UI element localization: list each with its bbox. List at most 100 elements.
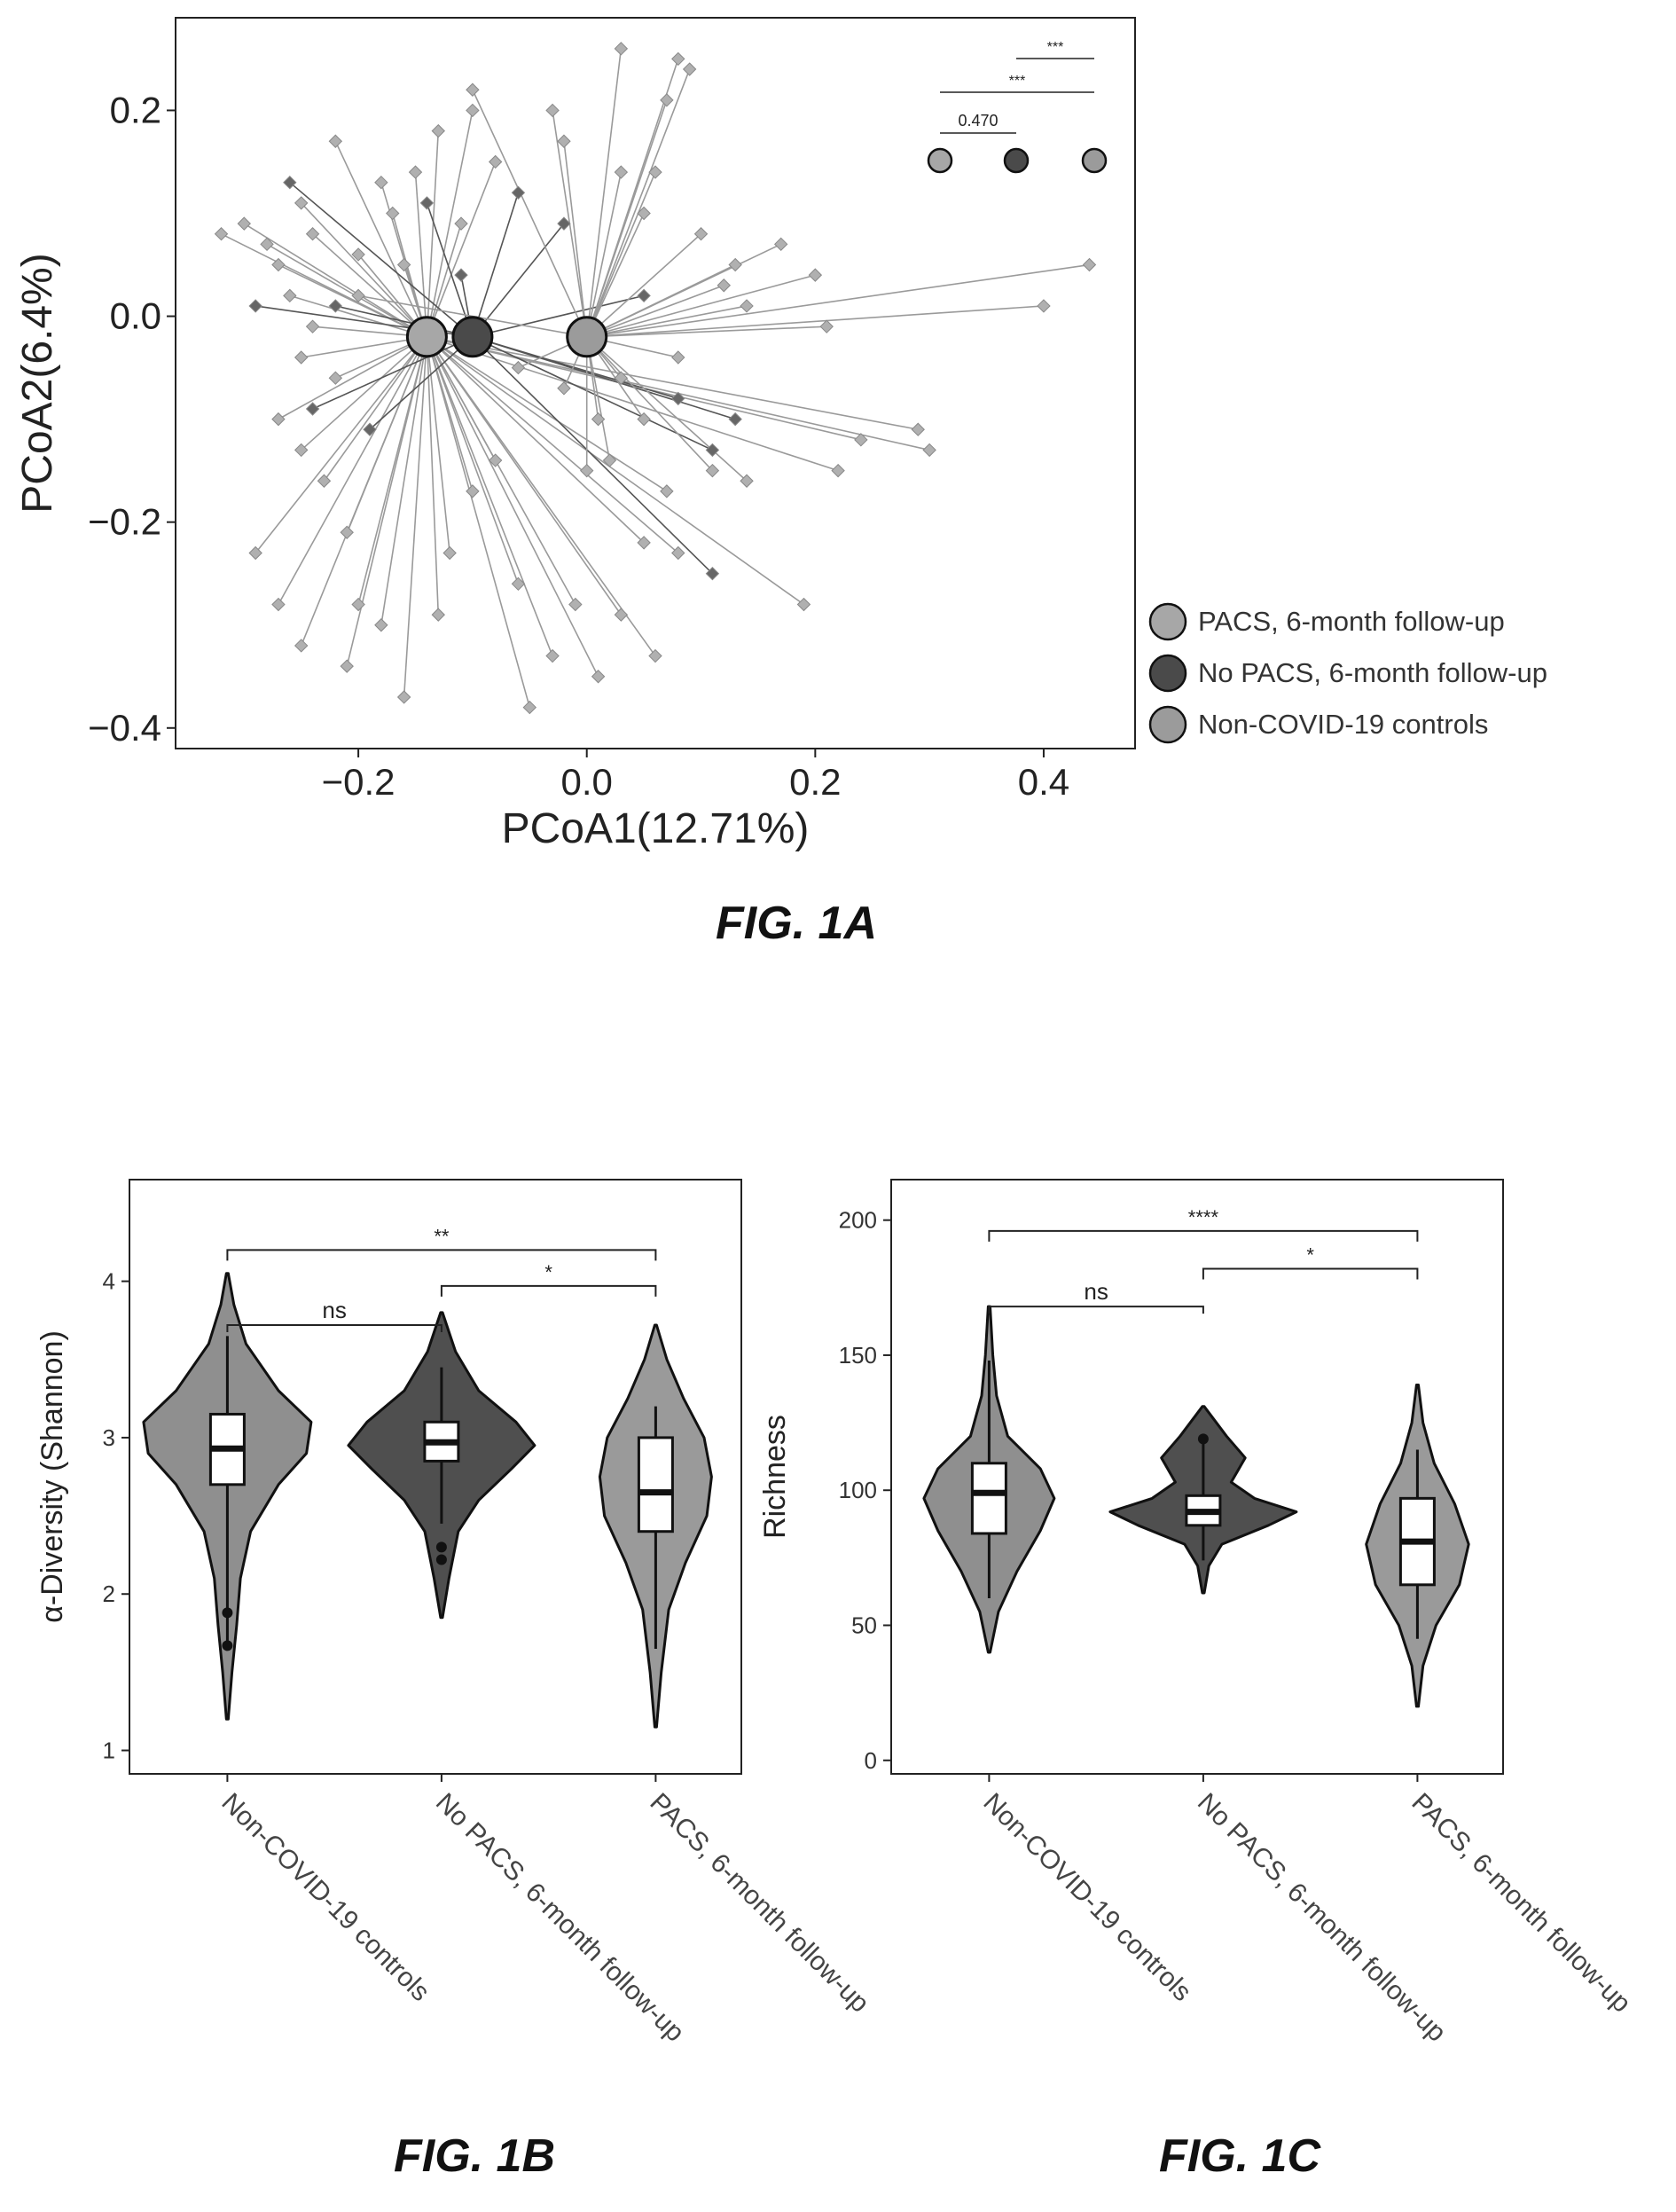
fig1c-comparison-label-1: * bbox=[1306, 1244, 1314, 1267]
fig1b-outlier-1-1 bbox=[435, 1554, 447, 1565]
fig1a-legend-swatch-1 bbox=[1148, 654, 1187, 693]
fig1a-sig-label-0: 0.470 bbox=[958, 112, 998, 129]
fig1a-point-0-35 bbox=[796, 597, 811, 612]
fig1a-point-0-38 bbox=[911, 422, 925, 436]
fig1c-xtick-label-2: PACS, 6-month follow-up bbox=[1406, 1788, 1636, 2019]
fig1b-caption: FIG. 1B bbox=[394, 2130, 555, 2182]
fig1a-point-0-27 bbox=[545, 648, 560, 663]
fig1a-segment-0-14 bbox=[255, 336, 428, 553]
fig1a-inset-dot-2 bbox=[1081, 147, 1108, 174]
fig1a-point-2-11 bbox=[728, 257, 742, 272]
fig1a-segment-1-8 bbox=[472, 336, 713, 451]
fig1a-point-2-23 bbox=[557, 381, 571, 396]
fig1a-ytick-label-3: 0.2 bbox=[110, 89, 161, 130]
fig1b-comparison-bracket-2 bbox=[226, 1249, 657, 1261]
fig1a-point-0-5 bbox=[305, 227, 320, 241]
fig1a-legend-swatch-0 bbox=[1148, 602, 1187, 641]
fig1a-point-0-47 bbox=[396, 257, 411, 272]
fig1a-segment-0-26 bbox=[426, 336, 531, 708]
fig1b-comparison-label-1: * bbox=[544, 1261, 552, 1283]
fig1a-segment-0-12 bbox=[323, 336, 428, 482]
fig1a-point-0-36 bbox=[831, 463, 845, 478]
fig1a-segment-1-13 bbox=[472, 223, 565, 338]
fig1a-segment-0-20 bbox=[403, 336, 428, 698]
fig1a-segment-2-8 bbox=[585, 171, 656, 338]
fig1a-segment-1-4 bbox=[369, 336, 474, 430]
fig1a-point-1-1 bbox=[328, 299, 343, 313]
fig1a-point-0-31 bbox=[637, 536, 651, 550]
fig1a-point-0-18 bbox=[351, 597, 365, 612]
fig1a-point-0-28 bbox=[568, 597, 583, 612]
fig1a-point-0-2 bbox=[260, 237, 274, 252]
fig1a-xtick-label-2: 0.2 bbox=[789, 761, 841, 803]
fig1a-point-0-26 bbox=[522, 700, 537, 715]
fig1c-xtick-label-0: Non-COVID-19 controls bbox=[977, 1788, 1196, 2007]
fig1a-segment-2-17 bbox=[586, 263, 1090, 338]
fig1a-segment-2-13 bbox=[586, 305, 748, 338]
fig1a-segment-1-7 bbox=[472, 294, 645, 338]
fig1a-segment-0-35 bbox=[426, 336, 804, 606]
fig1a-segment-2-0 bbox=[585, 48, 623, 337]
fig1a-point-2-24 bbox=[580, 463, 594, 478]
fig1a-centroid-2 bbox=[566, 316, 608, 358]
fig1b-comparison-bracket-1 bbox=[440, 1284, 657, 1297]
fig1a-xtick-label-0: −0.2 bbox=[322, 761, 396, 803]
fig1a-ylabel: PCoA2(6.4%) bbox=[14, 253, 61, 513]
fig1a-point-0-48 bbox=[328, 134, 343, 148]
fig1a-point-0-46 bbox=[351, 247, 365, 262]
fig1a-point-0-8 bbox=[294, 350, 309, 365]
fig1a-point-0-0 bbox=[214, 227, 229, 241]
fig1a-legend-label-0: PACS, 6-month follow-up bbox=[1198, 606, 1505, 637]
fig1c-xtick-label-1: No PACS, 6-month follow-up bbox=[1192, 1788, 1452, 2048]
fig1a-point-0-1 bbox=[237, 216, 251, 231]
fig1a-point-2-1 bbox=[671, 51, 685, 67]
fig1a-point-0-44 bbox=[454, 216, 468, 231]
fig1a-segment-0-2 bbox=[266, 243, 427, 338]
fig1b-ytick-label-2: 3 bbox=[103, 1424, 115, 1451]
fig1a-segment-0-4 bbox=[301, 202, 427, 338]
fig1a-segment-2-28 bbox=[586, 336, 748, 482]
fig1b-marks: ns*** bbox=[142, 1225, 713, 1729]
fig1a-segment-0-15 bbox=[278, 336, 428, 605]
fig1a-point-2-18 bbox=[1037, 299, 1051, 313]
fig1a-point-0-17 bbox=[340, 659, 354, 673]
fig1a-point-1-0 bbox=[283, 175, 297, 190]
fig1a-point-0-49 bbox=[386, 206, 400, 221]
fig1a-segment-2-3 bbox=[585, 99, 668, 338]
fig1a-point-2-12 bbox=[717, 278, 731, 293]
fig1a-inset-dot-1 bbox=[1003, 147, 1030, 174]
fig1a-segment-0-22 bbox=[426, 336, 450, 553]
fig1a-point-0-42 bbox=[466, 103, 480, 118]
fig1a-point-1-7 bbox=[637, 288, 651, 303]
fig1a-point-2-22 bbox=[591, 412, 606, 427]
fig1b-ylabel: α-Diversity (Shannon) bbox=[35, 1330, 69, 1623]
fig1a-segment-2-14 bbox=[586, 243, 782, 338]
fig1a-point-0-16 bbox=[294, 639, 309, 653]
fig1a-sig-label-1: *** bbox=[1009, 74, 1026, 89]
fig1a-segment-0-41 bbox=[426, 130, 440, 337]
fig1a-point-2-16 bbox=[819, 319, 834, 333]
fig1a-segment-0-33 bbox=[426, 336, 679, 554]
fig1b-outlier-0-0 bbox=[222, 1607, 233, 1619]
fig1b-comparison-bracket-0 bbox=[226, 1323, 442, 1332]
fig1a-segment-1-10 bbox=[472, 336, 736, 420]
fig1a-segment-0-40 bbox=[414, 172, 428, 337]
fig1a-segment-2-6 bbox=[563, 141, 588, 337]
fig1a-panel: 0.470****** −0.2 0.0 0.2 0.4−0.4−0.20.00.2 … bbox=[14, 17, 1547, 949]
fig1a-point-0-20 bbox=[396, 690, 411, 704]
fig1a-segment-1-1 bbox=[335, 305, 474, 338]
fig1a-point-0-22 bbox=[442, 545, 457, 561]
fig1a-segment-0-48 bbox=[334, 140, 428, 338]
fig1a-point-2-15 bbox=[808, 268, 823, 282]
fig1c-ytick-label-0: 0 bbox=[865, 1747, 877, 1774]
fig1a-segment-2-2 bbox=[585, 68, 691, 338]
fig1c-box-0 bbox=[970, 1462, 1007, 1535]
fig1a-point-2-29 bbox=[351, 288, 365, 303]
fig1a-segment-0-21 bbox=[426, 336, 440, 616]
fig1a-point-0-40 bbox=[408, 165, 423, 179]
fig1a-point-0-9 bbox=[328, 371, 343, 385]
fig1a-ytick-label-2: 0.0 bbox=[110, 295, 161, 337]
fig1a-segment-2-7 bbox=[585, 171, 623, 337]
fig1a-point-1-9 bbox=[671, 391, 685, 406]
fig1a-point-2-20 bbox=[614, 371, 629, 385]
